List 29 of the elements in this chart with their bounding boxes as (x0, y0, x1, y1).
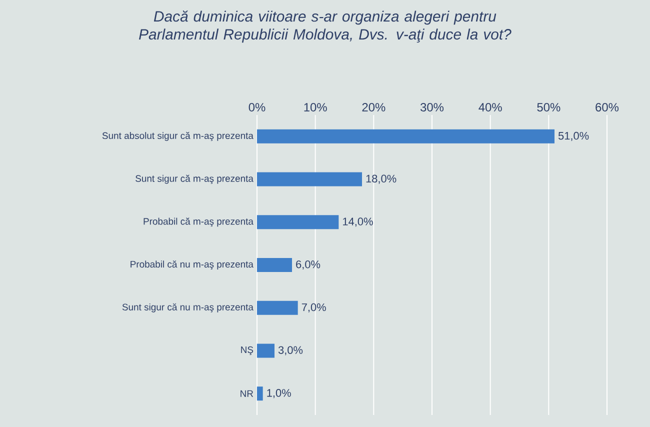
bar (257, 258, 292, 272)
x-tick-label: 40% (478, 103, 502, 112)
x-tick-label: 20% (362, 103, 386, 112)
y-tick-label: NŞ (241, 346, 254, 356)
bar (257, 344, 275, 358)
y-tick-label: Sunt sigur că m-aş prezenta (136, 174, 254, 184)
x-tick-label: 60% (596, 103, 619, 112)
data-label: 3,0% (278, 346, 303, 356)
y-tick-label: Sunt absolut sigur că m-aş prezenta (102, 132, 254, 141)
y-tick-label: NR (240, 390, 254, 397)
y-tick-label: Sunt sigur că nu m-aş prezenta (122, 303, 254, 312)
y-tick-label: Probabil că nu m-aş prezenta (130, 260, 254, 270)
data-label: 1,0% (267, 389, 291, 398)
data-label: 7,0% (302, 303, 326, 312)
bar (257, 129, 555, 144)
bar (257, 386, 263, 401)
chart-title: Dacă duminica viitoare s-ar organiza alegeri pentru Parlamentul Republicii Moldova, Dvs. v-aţi duce la vot? (138, 10, 512, 43)
bar (257, 300, 298, 315)
data-label: 6,0% (296, 260, 320, 270)
x-tick-label: 50% (537, 103, 560, 112)
x-tick-label: 10% (304, 103, 327, 112)
y-tick-label: Probabil că m-aş prezenta (144, 218, 254, 227)
bar (257, 215, 339, 230)
data-label: 51,0% (558, 132, 589, 141)
bar (257, 172, 362, 186)
x-tick-label: 30% (420, 103, 444, 112)
x-tick-label: 0% (248, 103, 266, 112)
data-label: 14,0% (343, 218, 373, 227)
data-label: 18,0% (366, 174, 396, 184)
